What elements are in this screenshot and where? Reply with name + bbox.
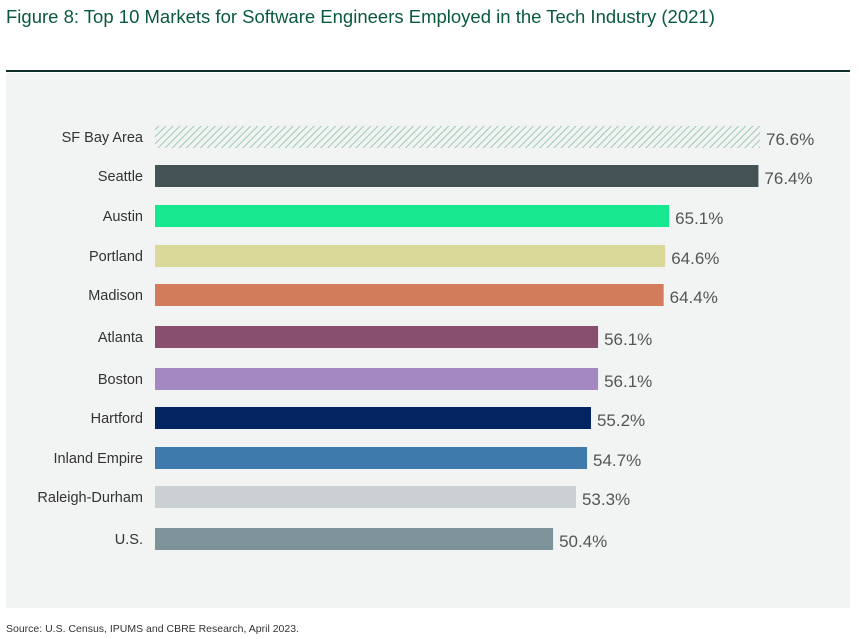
source-note: Source: U.S. Census, IPUMS and CBRE Rese… [6,623,299,635]
bar-austin [155,205,670,227]
chart-title: Figure 8: Top 10 Markets for Software En… [6,6,715,27]
value-label: 64.4% [670,288,718,307]
bar-portland [155,245,666,267]
title-divider [6,70,850,72]
bar-atlanta [155,326,599,348]
category-label: SF Bay Area [62,130,144,146]
category-label: Raleigh-Durham [37,490,143,506]
category-label: Hartford [91,411,143,427]
bar-inland-empire [155,447,588,469]
bar-chart: SF Bay Area 76.6% Seattle 76.4% Austin 65.1% P… [37,126,814,551]
value-label: 56.1% [604,372,652,391]
category-label: Seattle [98,169,143,185]
value-label: 55.2% [597,411,645,430]
plot-area: SF Bay Area 76.6% Seattle 76.4% Austin 65.1% P… [6,73,850,608]
value-label: 76.4% [764,169,812,188]
bar-hartford [155,407,591,429]
value-label: 53.3% [582,490,630,509]
bar-seattle [155,165,759,187]
category-label: Madison [88,288,143,304]
bars-group: SF Bay Area 76.6% Seattle 76.4% Austin 65.1% P… [37,126,814,551]
category-label: Austin [103,209,143,225]
bar-madison [155,284,664,306]
category-label: U.S. [115,532,143,548]
category-label: Boston [98,372,143,388]
bar-u-s [155,528,554,550]
value-label: 54.7% [593,451,641,470]
bar-raleigh-durham [155,486,576,508]
value-label: 65.1% [675,209,723,228]
value-label: 64.6% [671,249,719,268]
value-label: 56.1% [604,330,652,349]
value-label: 76.6% [766,130,814,149]
category-label: Inland Empire [54,451,143,467]
category-label: Portland [89,249,143,265]
bar-sf-bay-area [155,126,760,148]
bar-boston [155,368,599,390]
category-label: Atlanta [98,330,144,346]
value-label: 50.4% [559,532,607,551]
